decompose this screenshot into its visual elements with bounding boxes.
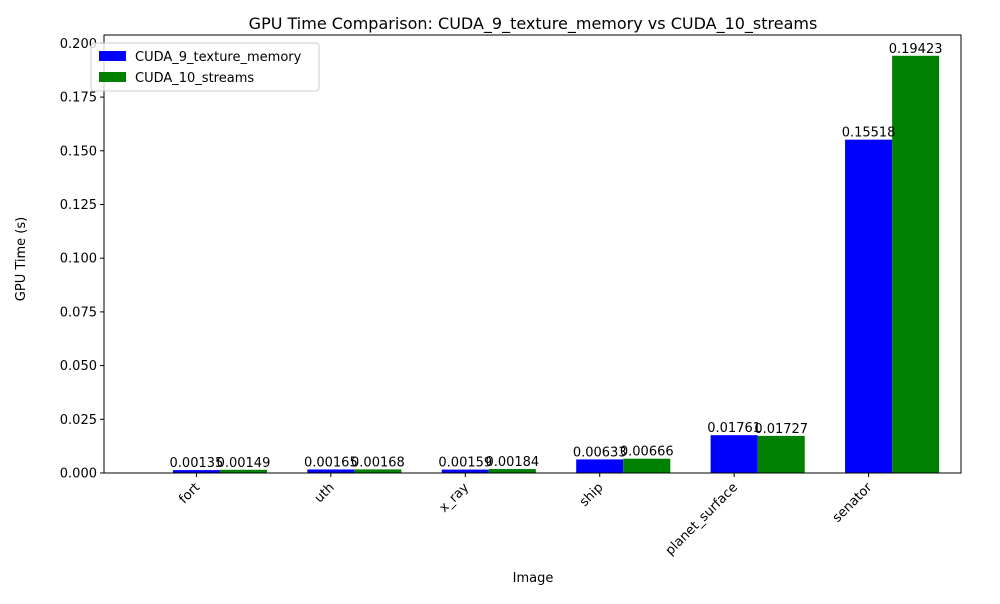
y-tick-label: 0.150: [60, 144, 97, 159]
y-tick-label: 0.175: [60, 91, 97, 106]
bar-cuda9-fort: [172, 470, 220, 473]
data-label: 0.01761: [707, 421, 761, 436]
bar-cuda9-x_ray: [441, 469, 489, 473]
plot-frame: [103, 34, 962, 474]
bar-cuda10-ship: [623, 458, 671, 473]
legend-label: CUDA_9_texture_memory: [135, 50, 302, 65]
data-label: 0.00184: [485, 455, 539, 470]
bar-cuda9-uth: [307, 469, 355, 473]
y-axis-label: GPU Time (s): [14, 217, 29, 301]
x-tick-label: ship: [577, 480, 607, 510]
bars-layer: [172, 55, 940, 473]
bar-cuda10-uth: [354, 469, 402, 473]
legend-swatch: [99, 51, 126, 61]
bar-cuda10-fort: [219, 469, 267, 473]
legend-label: CUDA_10_streams: [135, 71, 254, 86]
data-label: 0.00633: [573, 445, 627, 460]
x-tick-label: fort: [176, 480, 203, 507]
data-label: 0.00165: [304, 455, 358, 470]
bar-cuda9-senator: [845, 139, 893, 473]
y-tick-label: 0.075: [60, 305, 97, 320]
bar-cuda10-x_ray: [488, 469, 536, 473]
bar-cuda9-ship: [576, 459, 624, 473]
y-tick-label: 0.025: [60, 413, 97, 428]
bar-cuda9-planet_surface: [710, 435, 758, 473]
data-label: 0.00666: [620, 445, 674, 460]
legend: CUDA_9_texture_memory CUDA_10_streams: [90, 42, 320, 92]
x-axis-label: Image: [513, 571, 554, 586]
y-tick-label: 0.200: [60, 37, 97, 52]
y-tick-label: 0.125: [60, 198, 97, 213]
data-label: 0.00159: [438, 456, 492, 471]
legend-box: [90, 42, 320, 92]
data-label: 0.00168: [351, 455, 405, 470]
data-label: 0.19423: [889, 42, 943, 57]
y-tick-label: 0.050: [60, 359, 97, 374]
y-tick-label: 0.000: [60, 467, 97, 482]
legend-swatch: [99, 72, 126, 82]
x-tick-label: senator: [830, 480, 876, 526]
bar-cuda10-planet_surface: [757, 435, 805, 473]
bar-cuda10-senator: [892, 55, 940, 473]
data-label: 0.00149: [217, 456, 271, 471]
x-tick-label: x_ray: [437, 480, 473, 516]
axes-layer: 0.000 0.025 0.050 0.075 0.100 0.125 0.150 0.175…: [60, 34, 962, 559]
x-tick-label: planet_surface: [663, 480, 741, 558]
chart-title: GPU Time Comparison: CUDA_9_texture_memo…: [249, 14, 818, 34]
data-label: 0.01727: [754, 422, 808, 437]
data-labels-layer: 0.00135 0.00165 0.00159 0.00633 0.01761 0.155…: [170, 42, 943, 471]
data-label: 0.00135: [170, 456, 224, 471]
data-label: 0.15518: [842, 126, 896, 141]
x-tick-label: uth: [312, 480, 338, 506]
y-tick-label: 0.100: [60, 252, 97, 267]
